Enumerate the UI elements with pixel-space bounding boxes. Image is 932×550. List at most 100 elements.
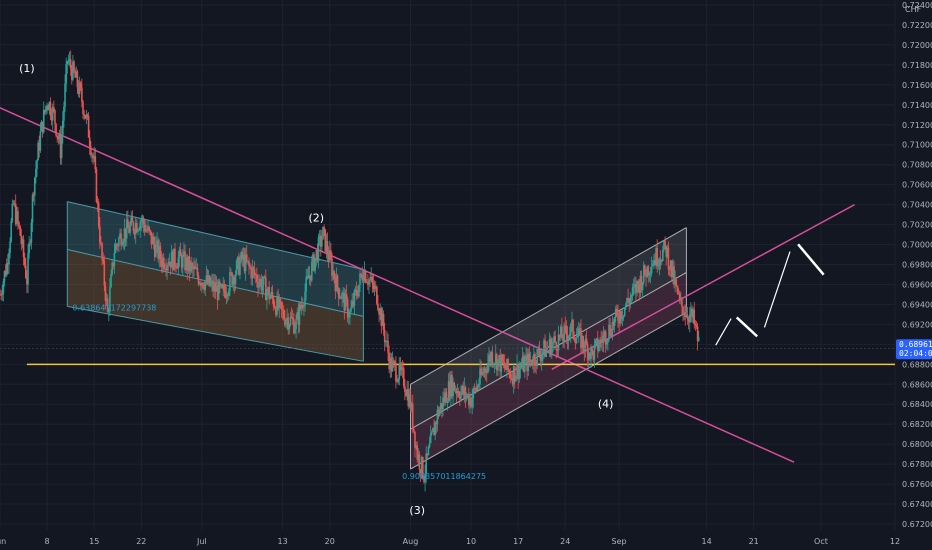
candle-body <box>252 267 255 270</box>
candle-body <box>326 241 329 255</box>
x-tick-label: Jun <box>0 537 6 546</box>
candle-body <box>335 275 338 292</box>
candle-body <box>527 353 530 371</box>
candle-body <box>573 335 576 340</box>
y-tick-label: 0.70400 <box>902 201 932 210</box>
candle-body <box>367 282 369 285</box>
candle-body <box>69 59 72 69</box>
candle-body <box>59 134 62 159</box>
candle-body <box>531 364 534 366</box>
candle-body <box>593 344 596 360</box>
candle-body <box>96 202 99 203</box>
candle-body <box>330 250 332 259</box>
candle-body <box>473 388 476 389</box>
candle-body <box>223 284 226 292</box>
candle-body <box>305 277 307 292</box>
candle-body <box>584 338 587 352</box>
candle-body <box>545 347 547 357</box>
candle-body <box>438 409 441 416</box>
candle-body <box>159 246 162 260</box>
currency-label: CHF <box>905 5 922 14</box>
candle-body <box>140 220 143 223</box>
candle-body <box>695 325 698 327</box>
candle-body <box>196 267 199 276</box>
candle-body <box>506 359 508 370</box>
candle-body <box>183 251 185 255</box>
candle-body <box>103 261 106 286</box>
candle-body <box>275 308 277 315</box>
candle-body <box>590 346 592 359</box>
ascending-channel-lower-line <box>410 311 687 470</box>
candle-body <box>50 115 53 121</box>
candle-body <box>299 304 302 309</box>
candle-body <box>377 303 379 311</box>
candle-body <box>602 335 605 343</box>
candle-body <box>276 295 278 315</box>
candle-body <box>214 283 217 292</box>
grid <box>0 0 896 530</box>
candle-body <box>585 338 588 345</box>
candle-body <box>211 280 213 284</box>
candle-body <box>220 284 222 287</box>
candle-body <box>38 142 41 151</box>
candle-body <box>471 398 473 408</box>
candle-body <box>355 289 358 295</box>
candle-body <box>627 298 629 302</box>
candle-body <box>665 245 668 257</box>
candle-body <box>242 255 245 260</box>
candle-body <box>151 236 154 245</box>
candle-body <box>466 394 469 397</box>
candle-body <box>393 361 396 364</box>
candle-body <box>281 308 284 311</box>
candle-body <box>177 258 180 269</box>
candle-body <box>73 61 75 71</box>
candle-body <box>677 293 680 294</box>
current-price-value: 0.68961 <box>899 340 932 349</box>
candle-body <box>511 378 514 385</box>
candle-body <box>2 281 5 294</box>
candle-body <box>430 431 433 434</box>
candle-body <box>575 337 578 344</box>
candle-body <box>630 295 633 298</box>
ascending-channel-mid-line <box>410 272 687 430</box>
candle-body <box>363 271 366 281</box>
candle-body <box>353 290 356 306</box>
candle-body <box>501 355 504 363</box>
candle-body <box>48 102 51 111</box>
candle-body <box>637 280 639 284</box>
candle-body <box>638 283 641 293</box>
y-tick-label: 0.70000 <box>902 241 932 250</box>
candle-body <box>3 271 6 282</box>
candle-body <box>461 385 463 392</box>
candle-body <box>654 260 656 266</box>
candle-body <box>660 260 663 262</box>
candle-body <box>72 61 74 80</box>
candle-body <box>28 242 30 254</box>
candle-body <box>139 222 141 230</box>
candle-body <box>391 360 394 372</box>
candle-body <box>157 240 159 259</box>
candle-body <box>572 319 574 336</box>
candle-body <box>349 311 351 318</box>
candle-body <box>494 354 497 364</box>
candle-body <box>497 359 499 371</box>
candle-body <box>446 402 449 403</box>
candle-body <box>165 268 167 271</box>
candle-body <box>17 211 19 223</box>
candle-body <box>65 64 67 84</box>
y-tick-label: 0.70200 <box>902 221 932 230</box>
candle-body <box>582 336 585 348</box>
candle-body <box>170 251 173 268</box>
candle-body <box>594 340 597 345</box>
candle-body <box>544 340 546 357</box>
candle-body <box>529 359 532 361</box>
x-tick-label: Sep <box>612 537 627 546</box>
candle-body <box>323 226 325 230</box>
candle-body <box>679 298 682 300</box>
candle-body <box>591 346 593 352</box>
candle-body <box>221 284 223 288</box>
candle-body <box>58 134 61 140</box>
candle-body <box>519 367 522 369</box>
